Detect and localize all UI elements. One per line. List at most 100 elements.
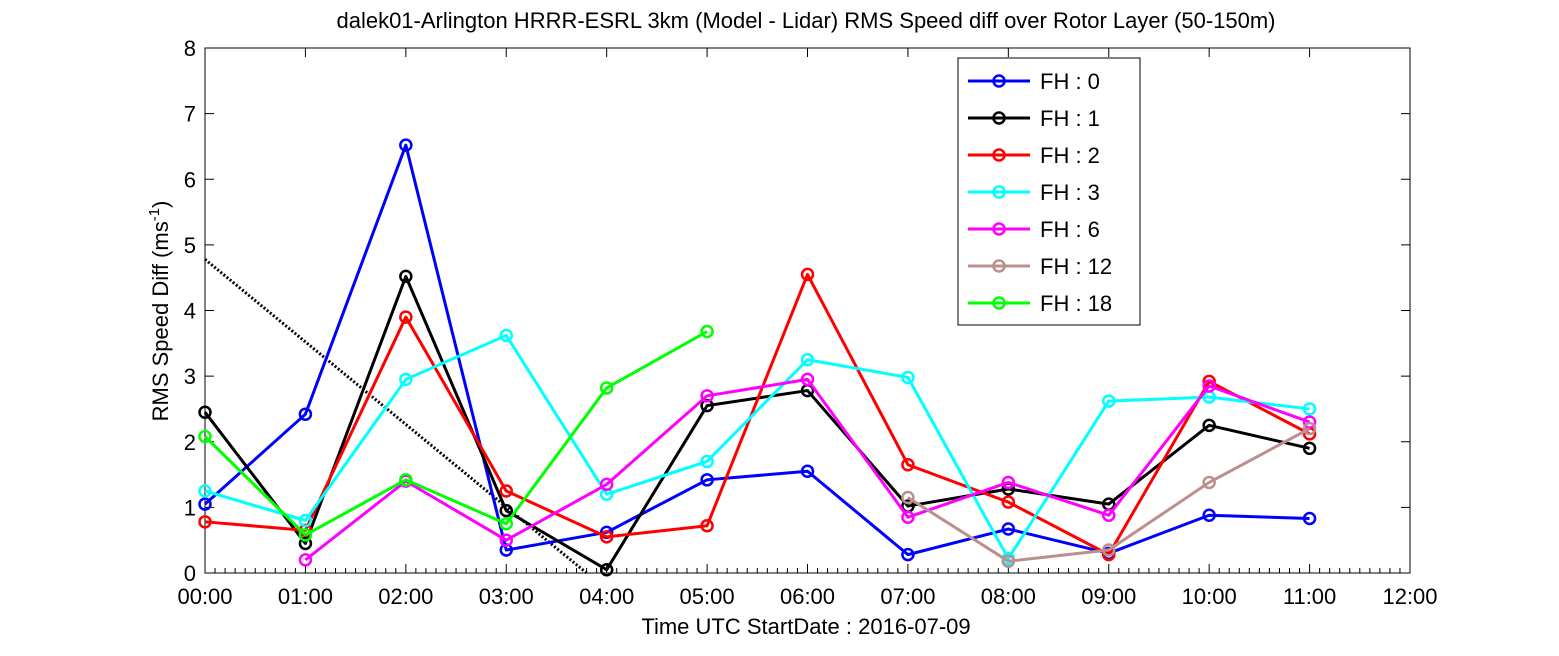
series [198,328,1317,566]
data-point [298,528,313,542]
data-point [1001,475,1016,490]
data-point [298,513,313,528]
legend-swatch-marker [992,111,1006,125]
data-point [700,389,714,403]
x-tick-label: 01:00 [278,584,333,609]
data-point [599,562,614,577]
data-point [499,517,513,531]
x-tick-label: 10:00 [1182,584,1237,609]
data-point [198,497,212,511]
data-point [800,267,815,282]
legend-swatch-marker [992,296,1006,310]
legend-swatch-marker [992,222,1006,236]
data-point [1302,511,1317,526]
legend: FH : 0 FH : 1 FH : 2 FH : 3 FH : 6 FH : 12 FH … [957,57,1141,326]
x-axis: 00:00 01:00 02:00 03:00 04:00 05:00 06:00 07:00… [177,48,1438,609]
series-line [204,272,1311,557]
legend-label: FH : 18 [1040,291,1112,316]
data-point [901,457,915,472]
y-axis-label-sup: -1 [146,208,163,221]
chart-title: dalek01-Arlington HRRR-ESRL 3km (Model -… [336,8,1275,33]
data-point [800,464,815,479]
x-tick-label: 09:00 [1081,584,1136,609]
data-point [198,515,212,529]
y-tick-label: 1 [184,495,196,520]
y-tick-label: 3 [184,364,196,389]
data-point [1202,508,1216,522]
series-line [203,330,708,537]
data-point [1302,415,1317,429]
data-point [1001,495,1016,509]
legend-label: FH : 6 [1040,217,1100,242]
data-point [499,328,513,343]
data-point [499,503,513,518]
data-point [198,484,212,498]
legend-label: FH : 2 [1040,143,1100,168]
data-point [901,547,915,562]
x-tick-label: 05:00 [680,584,735,609]
data-point [1302,402,1317,416]
data-point [1102,508,1116,522]
legend-swatch-marker [992,74,1006,88]
data-point [599,381,614,395]
data-point [901,490,915,505]
legend-swatch-marker [992,148,1006,162]
data-point [1302,441,1317,456]
data-point [700,324,714,339]
series [198,324,714,542]
y-tick-label: 4 [184,299,196,324]
plot-area [204,47,1411,574]
series-line [203,143,1310,557]
data-point [1001,554,1016,568]
x-tick-label: 07:00 [880,584,935,609]
data-point [399,473,413,487]
x-axis-label: Time UTC StartDate : 2016-07-09 [641,614,970,639]
y-axis-label: RMS Speed Diff (ms-1) [146,201,173,422]
data-point [499,484,513,498]
data-point [800,352,815,367]
legend-label: FH : 3 [1040,180,1100,205]
series-line [204,333,1310,561]
data-point [901,370,915,385]
data-point [499,533,513,547]
data-point [298,553,313,567]
legend-label: FH : 1 [1040,106,1100,131]
y-tick-label: 6 [184,167,196,192]
data-point [298,536,313,551]
data-point [700,454,714,469]
y-tick-label: 7 [184,102,196,127]
y-axis-label-close: ) [148,201,173,208]
y-tick-label: 2 [184,430,196,455]
data-point [198,405,212,419]
data-point [700,519,714,533]
data-point [901,510,915,524]
data-point [800,372,815,387]
series [198,269,1317,577]
data-point [1001,522,1016,536]
data-point [298,407,313,421]
y-axis: 0 1 2 3 4 5 6 7 8 [184,36,1410,586]
legend-swatch-marker [992,259,1006,273]
data-point [1202,379,1216,393]
x-tick-label: 12:00 [1382,584,1437,609]
x-tick-label: 02:00 [378,584,433,609]
data-point [700,473,714,487]
y-tick-label: 5 [184,233,196,258]
data-point [198,429,212,444]
data-point [399,138,413,152]
legend-swatch-marker [992,185,1006,199]
series [198,267,1317,562]
series-layer [198,138,1317,577]
x-tick-label: 04:00 [579,584,634,609]
series-line [907,427,1311,563]
series [198,138,1317,562]
series-line [304,377,1311,562]
data-point [1202,475,1216,490]
x-tick-label: 03:00 [479,584,534,609]
data-point [1302,421,1317,436]
y-axis-label-main: RMS Speed Diff (ms [148,221,173,421]
x-tick-label: 11:00 [1283,584,1336,609]
data-point [599,530,614,544]
legend-label: FH : 0 [1040,69,1100,94]
